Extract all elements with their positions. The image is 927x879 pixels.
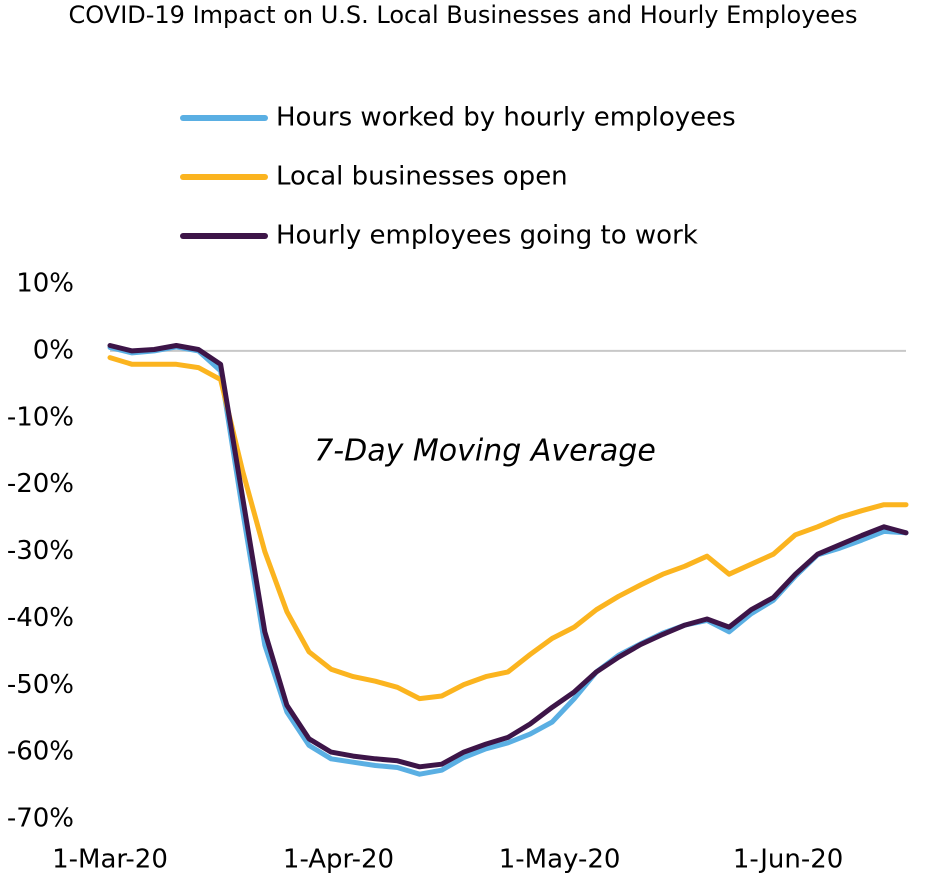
x-tick-label: 1-Mar-20 [52, 845, 168, 875]
annotation: 7-Day Moving Average [314, 434, 656, 469]
y-tick-label: 10% [16, 269, 74, 299]
y-tick-label: -10% [7, 402, 74, 432]
chart-title: COVID-19 Impact on U.S. Local Businesses… [69, 1, 858, 29]
y-tick-label: -50% [7, 670, 74, 700]
series-line [107, 355, 909, 702]
x-tick-label: 1-Apr-20 [283, 845, 394, 875]
legend-label: Hourly employees going to work [276, 221, 698, 251]
y-tick-label: -20% [7, 469, 74, 499]
x-tick-label: 1-Jun-20 [733, 845, 843, 875]
x-tick-label: 1-May-20 [499, 845, 621, 875]
y-tick-label: -60% [7, 737, 74, 767]
y-tick-label: -40% [7, 603, 74, 633]
legend-label: Local businesses open [276, 162, 568, 192]
legend-label: Hours worked by hourly employees [276, 103, 736, 133]
y-tick-label: 0% [33, 335, 74, 365]
series-line [107, 343, 909, 770]
y-tick-label: -70% [7, 804, 74, 834]
y-tick-label: -30% [7, 536, 74, 566]
